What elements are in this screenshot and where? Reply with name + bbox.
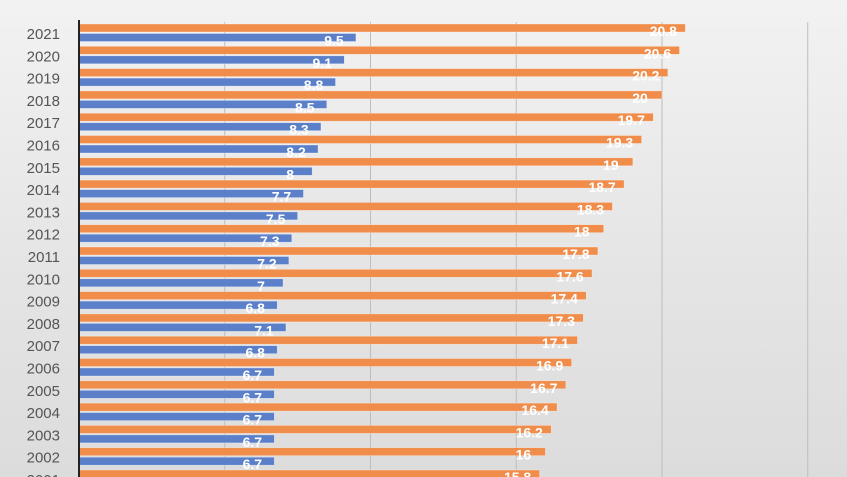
y-tick-label: 2008 (27, 316, 60, 333)
data-label: 19.3 (606, 135, 633, 151)
bar-series1 (78, 157, 634, 167)
bar-series2 (78, 167, 313, 176)
data-label: 20.6 (644, 45, 671, 61)
bar-series1 (78, 425, 552, 434)
data-label: 16.2 (516, 424, 543, 440)
bar-series1 (78, 358, 572, 367)
data-label: 6.8 (245, 345, 265, 361)
bar-series2 (78, 55, 345, 65)
bar-series2 (78, 211, 298, 221)
y-tick-label: 2011 (28, 249, 60, 266)
data-label: 7.2 (257, 256, 277, 272)
data-label: 6.8 (245, 300, 265, 316)
bar-series2 (78, 278, 284, 288)
bar-series1 (78, 112, 654, 122)
y-tick-label: 2007 (27, 338, 60, 355)
data-label: 8.8 (304, 77, 324, 93)
y-tick-label: 2020 (27, 48, 60, 65)
bar-series1 (78, 268, 593, 278)
data-label: 7.3 (260, 233, 280, 249)
y-tick-label: 2001 (27, 472, 60, 477)
bar-series2 (78, 33, 357, 42)
bar-series1 (78, 45, 680, 55)
bar-series1 (78, 224, 605, 233)
y-tick-label: 2021 (27, 26, 60, 43)
data-label: 16.4 (521, 402, 548, 418)
data-label: 15.8 (504, 469, 531, 477)
y-tick-label: 2002 (27, 450, 60, 467)
data-label: 18.7 (588, 179, 615, 195)
data-label: 16 (516, 447, 532, 463)
data-label: 6.7 (243, 434, 263, 450)
bar-series1 (78, 179, 625, 189)
bar-series1 (78, 90, 663, 100)
y-tick-label: 2004 (27, 405, 60, 422)
y-tick-label: 2003 (27, 427, 60, 444)
data-label: 20 (632, 90, 648, 106)
bar-series1 (78, 246, 599, 256)
data-label: 16.9 (536, 358, 563, 374)
bar-series1 (78, 135, 642, 144)
y-tick-label: 2017 (27, 115, 60, 132)
y-tick-label: 2009 (27, 294, 60, 311)
data-label: 20.8 (650, 23, 677, 39)
data-label: 7 (257, 278, 265, 294)
bar-series2 (78, 189, 304, 198)
y-tick-label: 2005 (27, 383, 60, 400)
data-label: 8.5 (295, 99, 315, 115)
data-label: 8.2 (286, 144, 306, 160)
data-label: 17.3 (548, 313, 575, 329)
data-label: 16.7 (530, 380, 557, 396)
bar-series1 (78, 68, 669, 77)
data-label: 9.5 (324, 33, 344, 49)
data-label: 20.2 (632, 68, 659, 84)
bar-series1 (78, 380, 567, 390)
y-tick-label: 2016 (27, 138, 60, 155)
bar-series1 (78, 291, 587, 300)
y-tick-label: 2013 (27, 204, 60, 221)
y-tick-label: 2014 (27, 182, 60, 199)
data-label: 9.1 (313, 55, 333, 71)
bar-series2 (78, 100, 328, 109)
data-label: 17.6 (556, 268, 583, 284)
bar-series1 (78, 313, 584, 323)
data-label: 7.5 (266, 211, 286, 227)
bar-series2 (78, 77, 336, 87)
data-label: 19.7 (618, 112, 645, 128)
data-label: 17.1 (542, 335, 569, 351)
data-label: 7.7 (272, 189, 292, 205)
data-label: 19 (603, 157, 619, 173)
data-label: 8.3 (289, 122, 309, 138)
y-tick-label: 2018 (27, 93, 60, 110)
bar-series1 (78, 23, 686, 33)
data-label: 18.3 (577, 201, 604, 217)
bar-series1 (78, 402, 558, 412)
data-label: 6.7 (243, 412, 263, 428)
data-label: 7.1 (254, 322, 274, 338)
bar-series2 (78, 122, 322, 131)
data-label: 17.4 (551, 291, 578, 307)
bar-series1 (78, 469, 540, 477)
bar-series2 (78, 144, 319, 154)
y-tick-label: 2010 (27, 271, 60, 288)
data-label: 6.7 (243, 389, 263, 405)
bar-series1 (78, 447, 546, 457)
data-label: 17.8 (562, 246, 589, 262)
data-label: 6.7 (243, 367, 263, 383)
y-tick-label: 2015 (27, 160, 60, 177)
y-tick-label: 2019 (27, 71, 60, 88)
data-label: 6.7 (243, 456, 263, 472)
data-label: 8 (286, 166, 294, 182)
y-tick-label: 2012 (27, 227, 60, 244)
data-label: 18 (574, 224, 590, 240)
bar-series1 (78, 202, 613, 211)
bar-series1 (78, 335, 578, 345)
y-tick-label: 2006 (27, 361, 60, 378)
